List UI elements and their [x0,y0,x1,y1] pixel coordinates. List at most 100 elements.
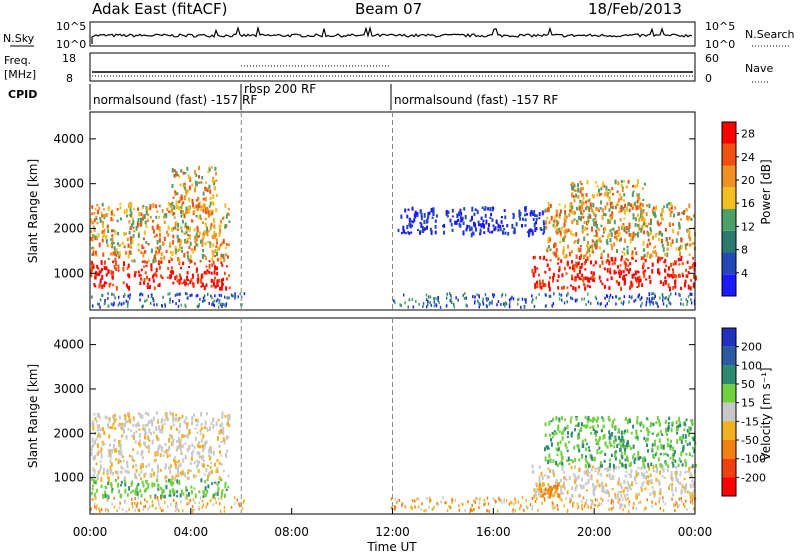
data-cell [172,227,175,231]
data-cell [205,283,208,287]
data-cell [679,294,681,297]
data-cell [449,506,452,510]
data-cell [96,209,99,215]
data-cell [552,279,554,283]
data-cell [627,269,630,274]
data-cell [115,267,117,271]
data-cell [576,221,579,225]
data-cell [407,305,409,309]
data-cell [535,218,538,222]
data-cell [464,214,467,220]
data-cell [561,273,564,278]
data-cell [652,302,655,306]
data-cell [553,430,556,433]
data-cell [175,302,177,306]
data-cell [134,497,136,500]
data-cell [168,437,171,443]
data-cell [101,238,104,243]
data-cell [98,507,100,511]
data-cell [128,214,131,217]
data-cell [125,299,128,303]
data-cell [491,218,494,222]
data-cell [613,418,616,421]
data-cell [563,267,566,271]
data-cell [127,263,130,268]
data-cell [640,488,643,492]
data-cell [210,278,213,283]
data-cell [560,459,563,463]
data-cell [667,464,670,469]
data-cell [556,463,559,467]
data-cell [152,259,155,264]
data-cell [101,443,104,447]
data-cell [574,189,576,192]
data-cell [651,262,654,267]
data-cell [102,208,105,211]
freq-label-bottom: [MHz] [4,68,36,81]
data-cell [164,466,167,470]
data-cell [159,428,162,434]
data-cell [584,276,587,280]
data-cell [534,285,537,289]
data-cell [536,280,538,285]
data-cell [664,258,667,263]
data-cell [223,439,226,445]
data-cell [538,217,541,220]
data-cell [575,232,578,237]
data-cell [210,294,212,298]
data-cell [585,193,588,197]
data-cell [583,504,586,508]
data-cell [548,420,551,426]
data-cell [581,193,584,197]
data-cell [408,298,411,302]
data-cell [184,303,186,307]
data-cell [667,422,670,425]
data-cell [143,505,145,509]
data-cell [92,443,95,448]
data-cell [115,458,118,461]
data-cell [691,419,694,422]
data-cell [648,430,651,434]
data-cell [612,468,615,473]
data-cell [525,298,527,302]
data-cell [643,217,646,223]
data-cell [612,505,615,509]
data-cell [169,241,172,247]
data-cell [659,470,662,475]
data-cell [181,230,184,233]
data-cell [167,267,170,270]
data-cell [504,215,507,220]
data-cell [580,427,583,432]
data-cell [493,293,496,297]
colorbar-tick-label: 100 [741,359,762,372]
data-cell [591,208,594,212]
data-cell [478,506,480,510]
data-cell [193,487,196,490]
colorbar-swatch [722,421,736,440]
data-cell [620,196,623,200]
data-cell [189,241,192,246]
data-cell [206,207,209,212]
data-cell [634,247,636,250]
data-cell [212,260,215,265]
data-cell [575,193,578,198]
data-cell [566,424,569,430]
data-cell [602,227,605,231]
data-cell [606,469,609,472]
data-cell [607,193,609,197]
data-cell [134,271,137,276]
data-cell [196,227,199,233]
data-cell [559,496,561,500]
data-cell [483,503,485,507]
data-cell [587,300,590,304]
data-cell [620,286,622,291]
data-cell [667,298,670,302]
data-cell [110,302,113,306]
data-cell [440,500,442,504]
sky-panel: N.Sky 10^5 10^0 10^5 10^0 N.Search [3,20,795,51]
data-cell [414,210,417,216]
data-cell [188,501,190,505]
data-cell [637,193,640,197]
data-cell [544,447,546,452]
data-cell [131,238,134,244]
